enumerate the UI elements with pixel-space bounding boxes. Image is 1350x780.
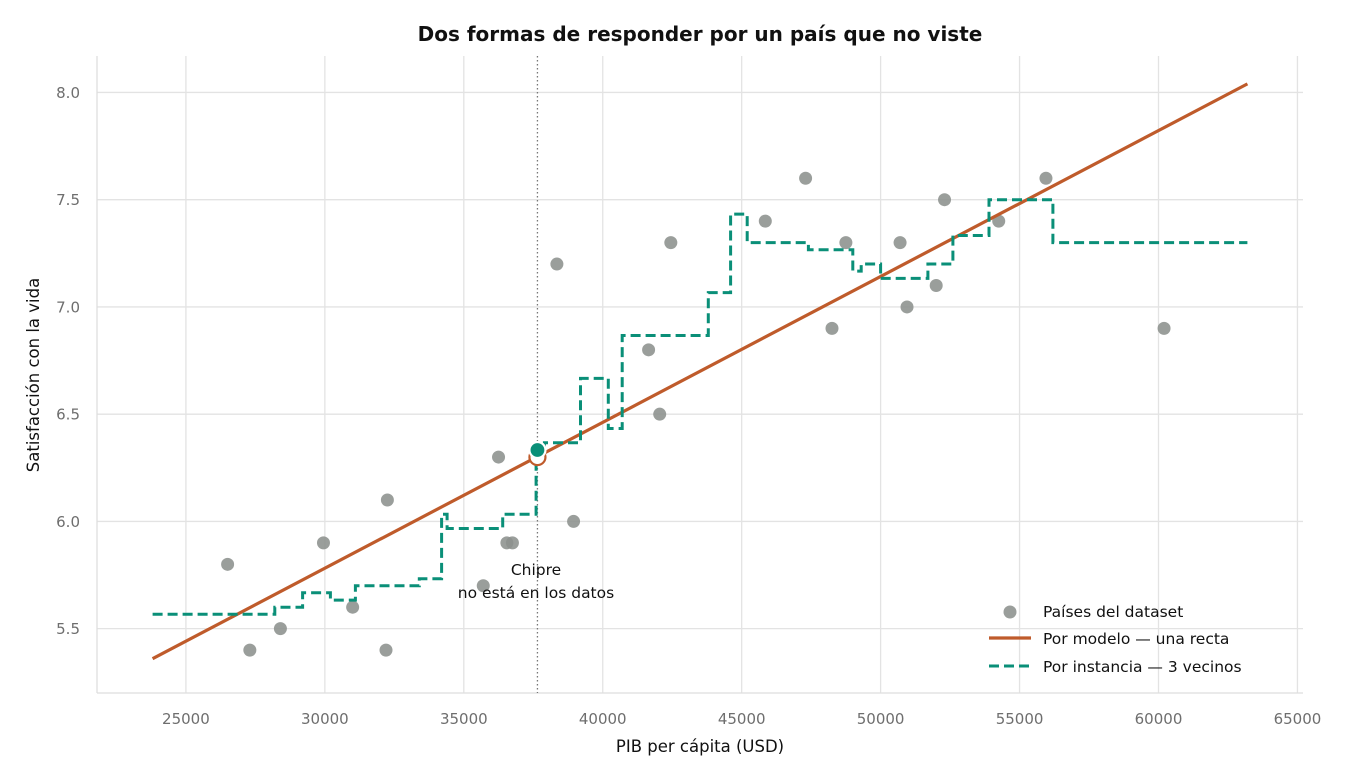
- data-point: [758, 214, 772, 228]
- x-tick-label: 30000: [301, 710, 349, 728]
- data-point: [346, 600, 360, 614]
- y-tick-label: 5.5: [56, 620, 80, 638]
- x-tick-label: 50000: [857, 710, 905, 728]
- data-point: [664, 236, 678, 250]
- data-point: [379, 643, 393, 657]
- legend-label-instance: Por instancia — 3 vecinos: [1043, 658, 1242, 676]
- x-tick-label: 35000: [440, 710, 488, 728]
- x-axis-label: PIB per cápita (USD): [616, 737, 784, 756]
- instance-prediction-marker: [528, 440, 547, 460]
- data-point: [929, 278, 943, 292]
- data-point: [221, 557, 235, 571]
- data-point: [938, 193, 952, 207]
- chart-title: Dos formas de responder por un país que …: [418, 22, 983, 46]
- x-tick-labels: 25000 30000 35000 40000 45000 50000 55000 60000…: [162, 710, 1321, 728]
- data-point: [476, 579, 490, 593]
- data-point: [799, 171, 813, 185]
- legend-label-points: Países del dataset: [1043, 603, 1183, 621]
- y-tick-label: 7.0: [56, 298, 80, 316]
- x-tick-label: 60000: [1135, 710, 1183, 728]
- query-markers: [528, 440, 547, 467]
- annotation-line-1: Chipre: [511, 561, 561, 579]
- x-tick-label: 55000: [996, 710, 1044, 728]
- data-point: [1039, 171, 1053, 185]
- legend-label-model: Por modelo — una recta: [1043, 630, 1229, 648]
- gridlines: [97, 56, 1303, 693]
- data-point: [893, 236, 907, 250]
- data-point: [653, 407, 667, 421]
- data-point: [316, 536, 330, 550]
- data-point: [243, 643, 257, 657]
- x-tick-label: 25000: [162, 710, 210, 728]
- legend: Países del dataset Por modelo — una rect…: [989, 603, 1242, 676]
- data-point: [1157, 321, 1171, 335]
- y-tick-labels: 5.5 6.0 6.5 7.0 7.5 8.0: [56, 84, 80, 638]
- annotation-line-2: no está en los datos: [458, 584, 614, 602]
- data-point: [380, 493, 394, 507]
- data-point: [550, 257, 564, 271]
- data-point: [505, 536, 519, 550]
- data-point: [839, 236, 853, 250]
- y-tick-label: 6.5: [56, 406, 80, 424]
- scatter-points: [221, 171, 1171, 657]
- data-point: [900, 300, 914, 314]
- model-regression-line: [151, 82, 1249, 661]
- axis-frame: [96, 56, 1303, 694]
- data-point: [492, 450, 506, 464]
- data-point: [642, 343, 656, 357]
- data-point: [273, 622, 287, 636]
- legend-scatter-marker: [1003, 605, 1017, 619]
- data-point: [825, 321, 839, 335]
- y-tick-label: 8.0: [56, 84, 80, 102]
- x-tick-label: 40000: [579, 710, 627, 728]
- instance-knn-step-line: [152, 198, 1248, 616]
- y-tick-label: 7.5: [56, 191, 80, 209]
- y-tick-label: 6.0: [56, 513, 80, 531]
- data-point: [567, 514, 581, 528]
- y-axis-label: Satisfacción con la vida: [24, 278, 43, 472]
- x-tick-label: 65000: [1274, 710, 1322, 728]
- x-tick-label: 45000: [718, 710, 766, 728]
